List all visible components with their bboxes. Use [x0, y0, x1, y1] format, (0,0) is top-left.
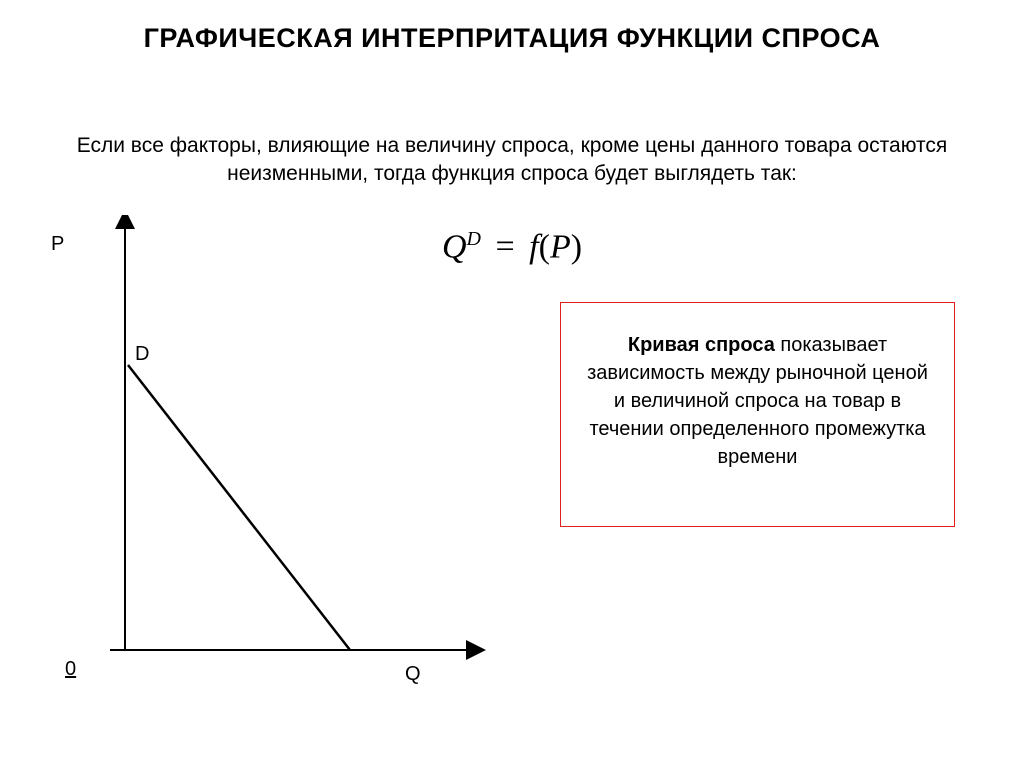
callout-lead: Кривая спроса: [628, 334, 775, 356]
x-axis-label: Q: [405, 663, 421, 686]
definition-callout: Кривая спроса показывает зависимость меж…: [560, 302, 955, 527]
demand-curve-line: [128, 365, 350, 650]
y-axis-label: P: [51, 233, 64, 256]
origin-label: 0: [65, 658, 76, 681]
curve-label: D: [135, 343, 149, 366]
formula-argument: P: [550, 228, 571, 265]
slide-page: ГРАФИЧЕСКАЯ ИНТЕРПРИТАЦИЯ ФУНКЦИИ СПРОСА…: [0, 0, 1024, 768]
subtitle-paragraph: Если все факторы, влияющие на величину с…: [60, 132, 964, 189]
formula-function: f: [529, 228, 538, 265]
page-title: ГРАФИЧЕСКАЯ ИНТЕРПРИТАЦИЯ ФУНКЦИИ СПРОСА: [0, 22, 1024, 56]
formula-right-paren: ): [571, 228, 582, 265]
chart-svg: [50, 215, 500, 695]
formula-left-paren: (: [539, 228, 550, 265]
demand-curve-chart: P D 0 Q: [50, 215, 500, 695]
